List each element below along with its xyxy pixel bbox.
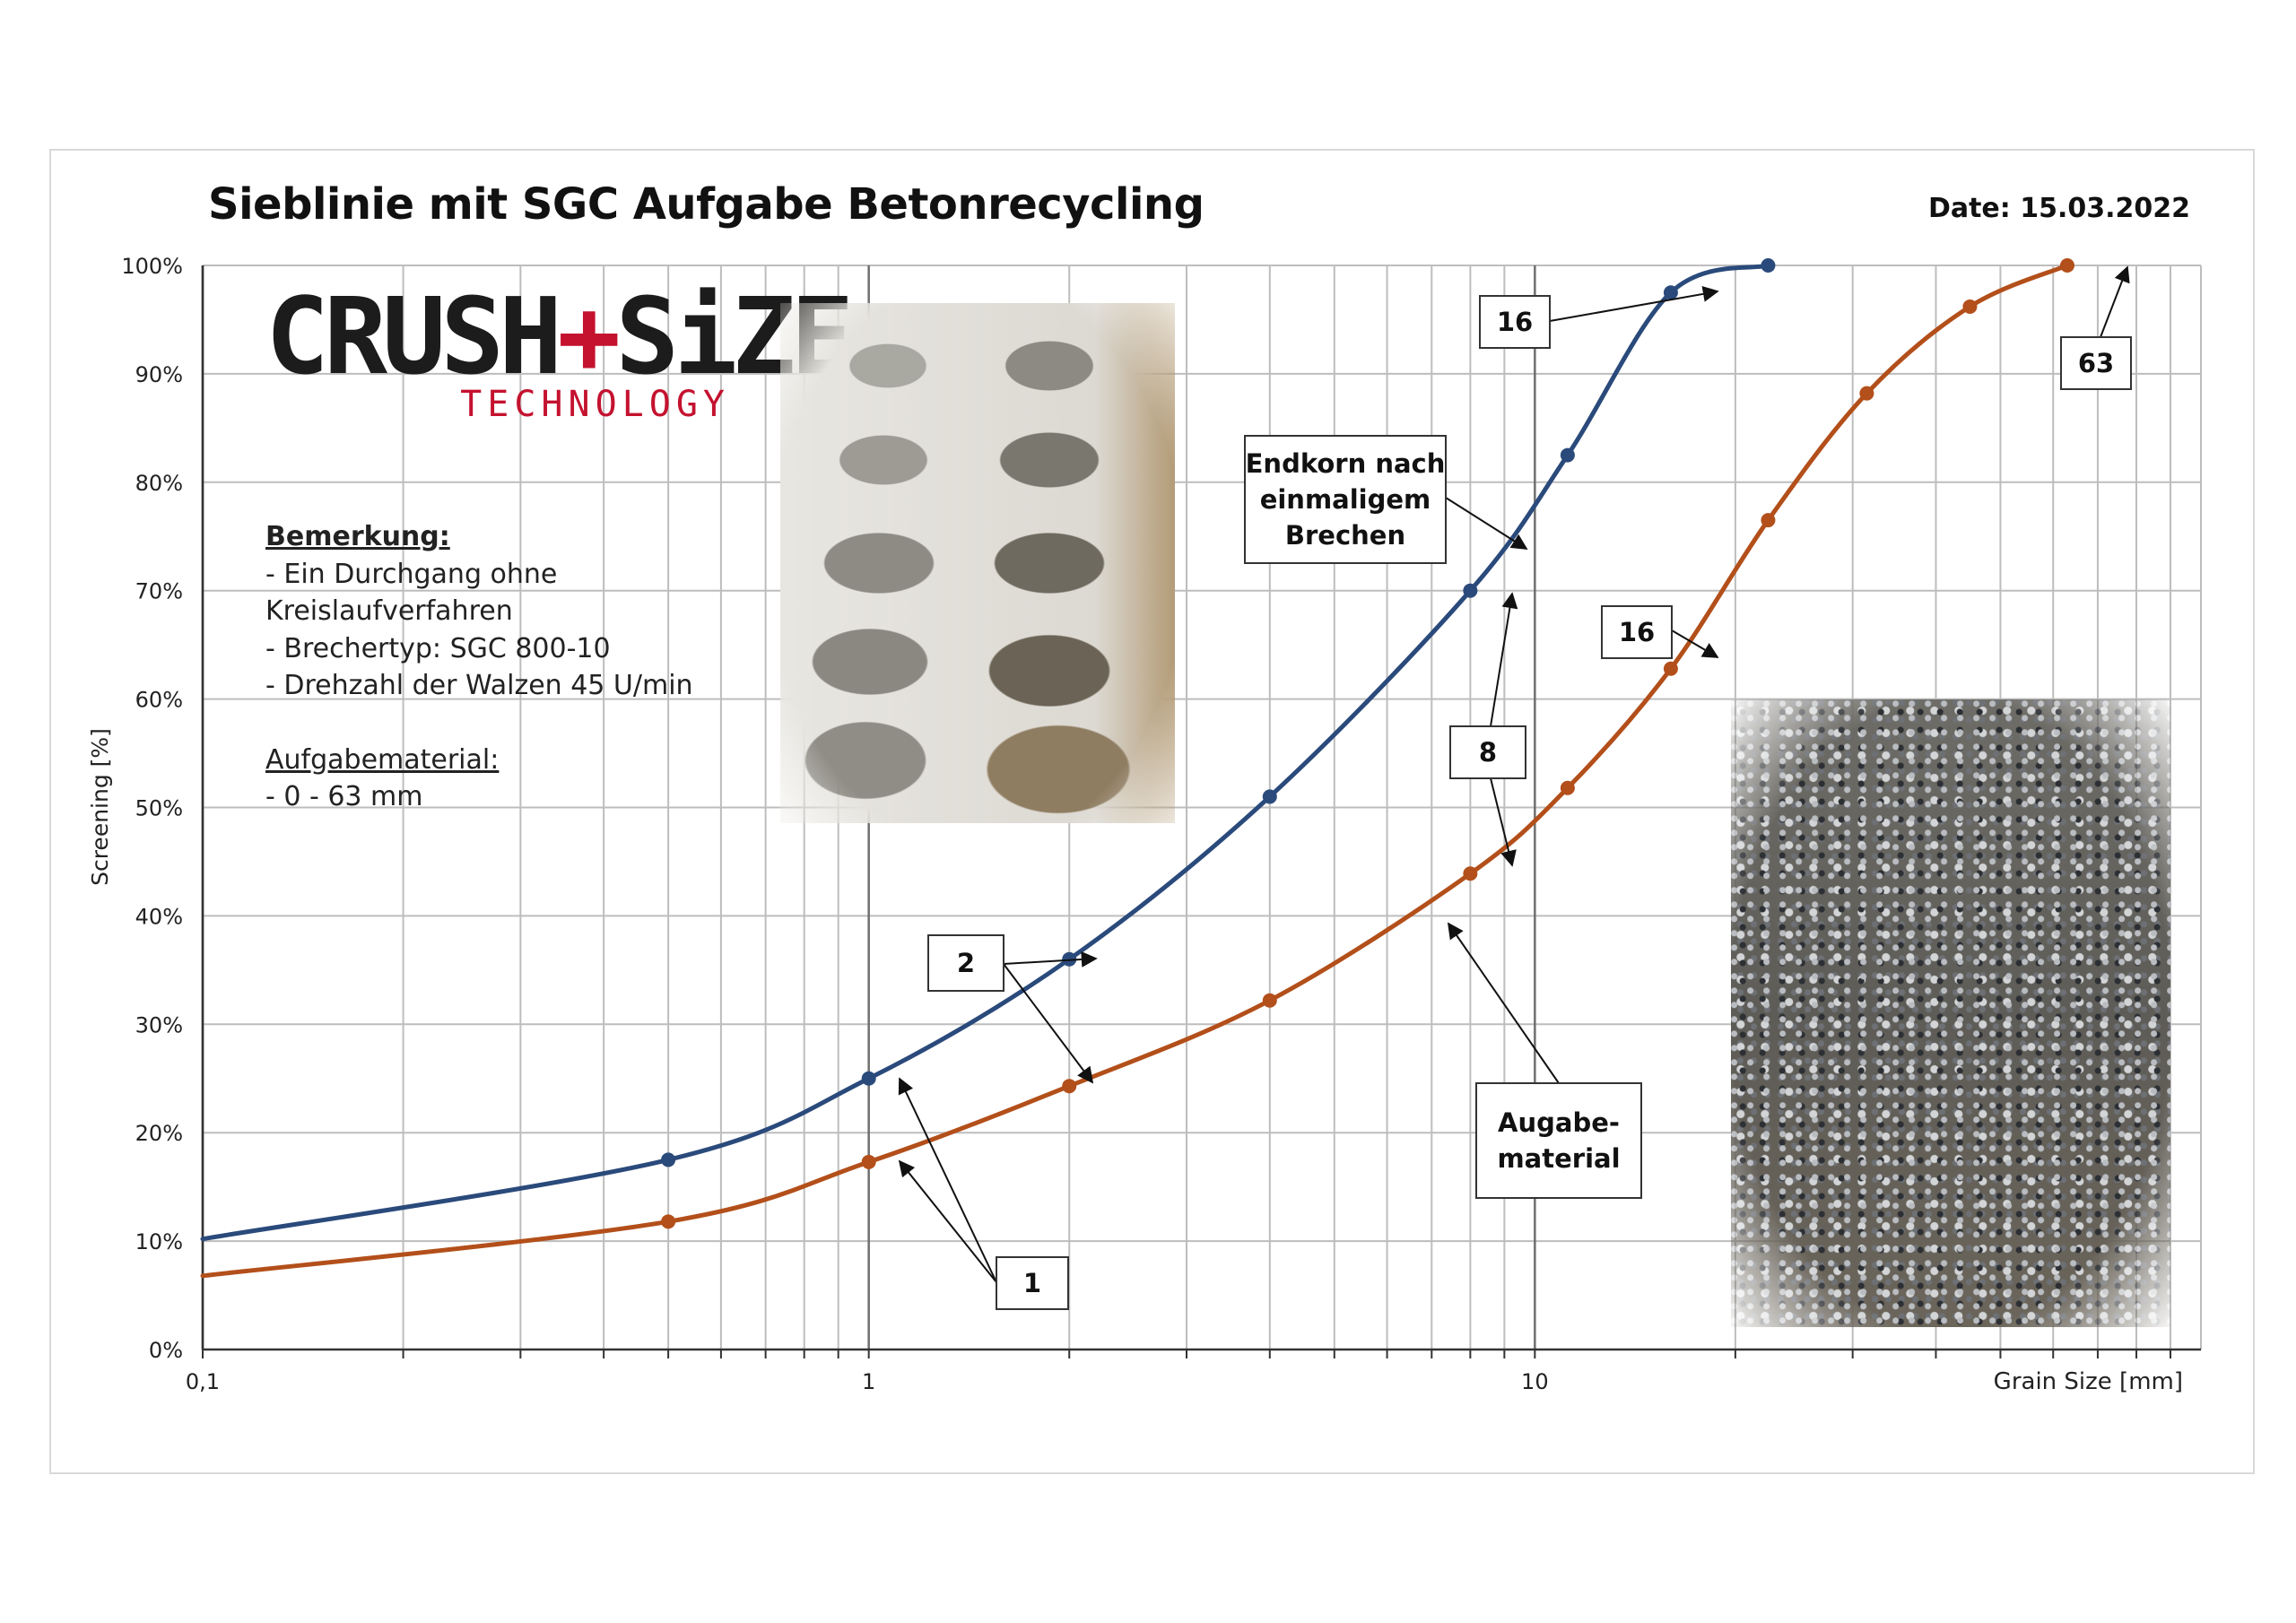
material-heading: Aufgabematerial: <box>265 743 500 776</box>
callout-annotations: 16 63 Endkorn nach einmaligem Brechen 16 8 2 1 Au… <box>898 265 2132 1310</box>
blue-series-point <box>861 1071 876 1086</box>
data-series <box>200 258 2074 1279</box>
logo-text-left: CRUSH <box>265 274 562 398</box>
callout-label: 1 <box>1023 1268 1041 1298</box>
blue-series-point <box>1262 789 1277 804</box>
remark-line: Kreislaufverfahren <box>265 595 513 627</box>
axes <box>201 265 2201 1358</box>
orange-series-point <box>1463 866 1478 881</box>
callout-box <box>1244 435 1447 564</box>
crushsize-logo: CRUSH+SiZE TECHNOLOGY <box>265 283 854 430</box>
remark-line: - Brechertyp: SGC 800-10 <box>265 632 611 664</box>
blue-series-point <box>1663 285 1678 300</box>
callout-box <box>1479 295 1551 349</box>
remark-line: - Drehzahl der Walzen 45 U/min <box>265 670 693 701</box>
callout-box <box>2060 336 2132 390</box>
axis-labels: 0% 10% 20% 30% 40% 50% 60% 70% 80% 90% 100% 0,1 1 10 G… <box>87 254 2183 1395</box>
crushed-concrete-photo <box>1731 699 2170 1327</box>
callout-arrow <box>1490 592 1518 727</box>
y-tick-label: 0% <box>149 1338 183 1363</box>
callout-arrow <box>1671 629 1719 658</box>
y-tick-label: 50% <box>135 796 183 821</box>
callout-arrow <box>1003 950 1098 968</box>
y-tick-label: 20% <box>135 1121 183 1146</box>
blue-series-point <box>661 1152 676 1167</box>
orange-series-point <box>2059 258 2074 273</box>
y-tick-label: 60% <box>135 688 183 713</box>
x-tick-label: 0,1 <box>186 1369 220 1394</box>
callout-arrow <box>1549 285 1719 322</box>
logo-plus-icon: + <box>557 274 621 398</box>
blue-series-point <box>1560 447 1575 463</box>
orange-series-point <box>1761 513 1776 528</box>
y-tick-label: 100% <box>121 254 183 279</box>
orange-series-point <box>861 1154 876 1169</box>
y-tick-label: 80% <box>135 471 183 496</box>
remark-line: - Ein Durchgang ohne <box>265 558 558 590</box>
orange-series-line <box>200 263 2070 1279</box>
y-tick-label: 40% <box>135 904 183 929</box>
y-tick-label: 10% <box>135 1229 183 1254</box>
callout-arrow <box>898 1077 997 1283</box>
orange-series-point <box>1262 993 1277 1008</box>
callout-arrow <box>1490 777 1517 867</box>
orange-series-point <box>1560 780 1575 795</box>
callout-arrow <box>1445 497 1528 550</box>
callout-label: 8 <box>1479 737 1497 768</box>
callout-label: 63 <box>2078 348 2114 378</box>
chart-title: Sieblinie mit SGC Aufgabe Betonrecycling <box>208 179 1205 230</box>
material-line: - 0 - 63 mm <box>265 781 423 812</box>
blue-series-point <box>1761 258 1776 273</box>
x-tick-label: 1 <box>862 1369 875 1394</box>
callout-label: Augabe- <box>1498 1107 1620 1138</box>
callout-box <box>1449 725 1526 779</box>
y-tick-label: 90% <box>135 362 183 387</box>
callout-box <box>996 1256 1069 1310</box>
logo-subtitle: TECHNOLOGY <box>460 384 730 425</box>
callout-label: Endkorn nach <box>1246 448 1446 479</box>
chart-date: Date: 15.03.2022 <box>1927 193 2190 224</box>
blue-series-point <box>1463 583 1478 598</box>
y-tick-label: 70% <box>135 579 183 604</box>
callout-arrow <box>2100 265 2130 338</box>
callout-box <box>1475 1082 1642 1199</box>
callout-box <box>1601 605 1673 659</box>
callout-arrow <box>1003 963 1094 1084</box>
callout-label: Brechen <box>1285 520 1405 551</box>
callout-arrow <box>1447 922 1560 1084</box>
orange-series-point <box>1062 1079 1077 1094</box>
y-tick-label: 30% <box>135 1012 183 1037</box>
orange-series-point <box>661 1214 676 1229</box>
callout-label: material <box>1497 1143 1620 1174</box>
callout-label: 16 <box>1497 307 1533 337</box>
remarks-heading: Bemerkung: <box>265 521 450 552</box>
orange-series-point <box>1962 299 1978 314</box>
callout-box <box>927 934 1004 992</box>
callout-label: 2 <box>957 948 975 978</box>
callout-label: einmaligem <box>1260 484 1431 515</box>
y-axis-title: Screening [%] <box>87 728 113 886</box>
callout-arrow <box>898 1159 997 1283</box>
orange-series-point <box>1663 661 1678 676</box>
x-tick-label: 10 <box>1521 1369 1549 1394</box>
orange-series-point <box>1859 386 1874 401</box>
callout-label: 16 <box>1619 617 1655 647</box>
minor-grid <box>203 265 2201 1350</box>
remarks-block: Bemerkung: - Ein Durchgang ohne Kreislau… <box>265 518 693 816</box>
x-axis-title: Grain Size [mm] <box>1994 1368 2183 1395</box>
gravel-samples-photo <box>780 303 1175 823</box>
